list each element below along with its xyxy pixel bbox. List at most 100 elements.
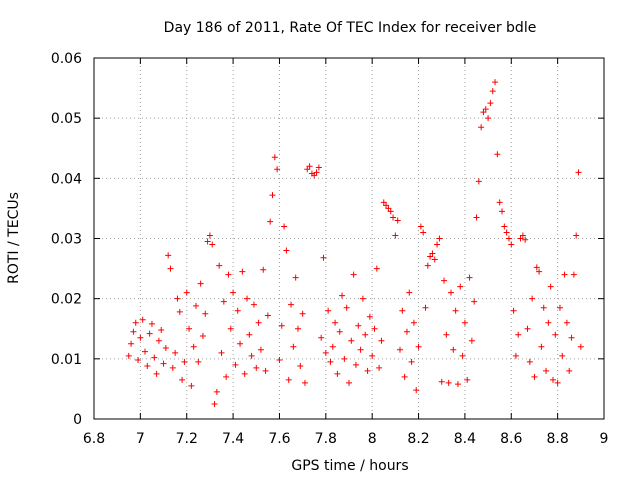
y-tick-label: 0 [73, 412, 82, 428]
data-point [429, 250, 436, 257]
data-point [176, 308, 183, 315]
data-point [301, 379, 308, 386]
data-point [392, 232, 399, 239]
data-point [434, 241, 441, 248]
y-tick-label: 0.01 [51, 352, 82, 368]
data-point [234, 307, 241, 314]
data-point [496, 199, 503, 206]
data-point [478, 124, 485, 131]
data-point [341, 355, 348, 362]
data-point [468, 337, 475, 344]
data-point [227, 325, 234, 332]
data-point [274, 166, 281, 173]
y-tick-label: 0.02 [51, 292, 82, 308]
x-tick-label: 8.6 [500, 431, 522, 447]
data-point [485, 115, 492, 122]
data-point [350, 271, 357, 278]
data-point [248, 352, 255, 359]
data-point [332, 319, 339, 326]
data-point [130, 328, 137, 335]
data-point [179, 376, 186, 383]
data-point [543, 367, 550, 374]
data-point [366, 313, 373, 320]
data-point [475, 178, 482, 185]
x-tick-label: 7 [136, 431, 145, 447]
data-point [461, 319, 468, 326]
data-point [181, 358, 188, 365]
data-point [209, 241, 216, 248]
data-point [422, 304, 429, 311]
data-point [237, 340, 244, 347]
data-point [385, 205, 392, 212]
data-point [503, 229, 510, 236]
data-point [146, 330, 153, 337]
data-point [436, 235, 443, 242]
data-point [575, 169, 582, 176]
data-point [556, 304, 563, 311]
x-tick-label: 8.4 [454, 431, 476, 447]
data-point [288, 301, 295, 308]
data-point [158, 326, 165, 333]
data-point [213, 388, 220, 395]
x-tick-label: 8.8 [547, 431, 569, 447]
data-point [464, 376, 471, 383]
data-point [148, 320, 155, 327]
data-point [441, 277, 448, 284]
y-tick-label: 0.04 [51, 171, 82, 187]
data-point [142, 348, 148, 355]
data-point [253, 364, 260, 371]
data-point [220, 298, 227, 305]
x-tick-label: 8 [368, 431, 377, 447]
data-point [383, 202, 390, 209]
data-point [329, 343, 336, 350]
data-point [362, 331, 369, 338]
data-point [188, 382, 195, 389]
data-point [466, 274, 473, 281]
data-point [408, 358, 415, 365]
data-point [241, 370, 248, 377]
data-point [510, 307, 517, 314]
data-point [186, 325, 193, 332]
data-point [554, 379, 561, 386]
data-point [459, 352, 466, 359]
data-point [232, 361, 239, 368]
data-point [373, 265, 380, 272]
data-point [290, 343, 297, 350]
data-point [160, 360, 167, 367]
data-point [264, 312, 271, 319]
data-point [487, 100, 494, 107]
data-point [401, 373, 408, 380]
data-point [299, 310, 306, 317]
data-point [292, 274, 299, 281]
data-point [139, 316, 146, 323]
x-axis-ticks: 6.8 7 7.2 7.4 7.6 7.8 8 8.2 8.4 8.6 8.8 9 [83, 58, 609, 447]
data-point [225, 271, 232, 278]
y-axis-ticks: 0 0.01 0.02 0.03 0.04 0.05 0.06 [51, 51, 604, 428]
data-point [278, 322, 285, 329]
data-point [195, 358, 202, 365]
data-point [239, 268, 246, 275]
data-point [348, 337, 355, 344]
data-point [311, 172, 318, 179]
data-point [155, 337, 162, 344]
data-point [255, 319, 262, 326]
data-point [357, 346, 364, 353]
data-point [427, 253, 434, 260]
data-point [211, 400, 218, 407]
data-point [283, 247, 290, 254]
data-point [271, 154, 278, 161]
data-point [533, 264, 540, 271]
x-tick-label: 9 [600, 431, 609, 447]
data-point [378, 337, 385, 344]
data-point [443, 331, 450, 338]
data-point [380, 199, 387, 206]
data-point [327, 358, 334, 365]
data-point [450, 346, 457, 353]
chart-title: Day 186 of 2011, Rate Of TEC Index for r… [164, 20, 537, 36]
grid-lines [94, 58, 604, 419]
data-point [438, 378, 445, 385]
x-tick-label: 7.2 [176, 431, 198, 447]
y-tick-label: 0.03 [51, 232, 82, 248]
data-point [165, 252, 172, 259]
